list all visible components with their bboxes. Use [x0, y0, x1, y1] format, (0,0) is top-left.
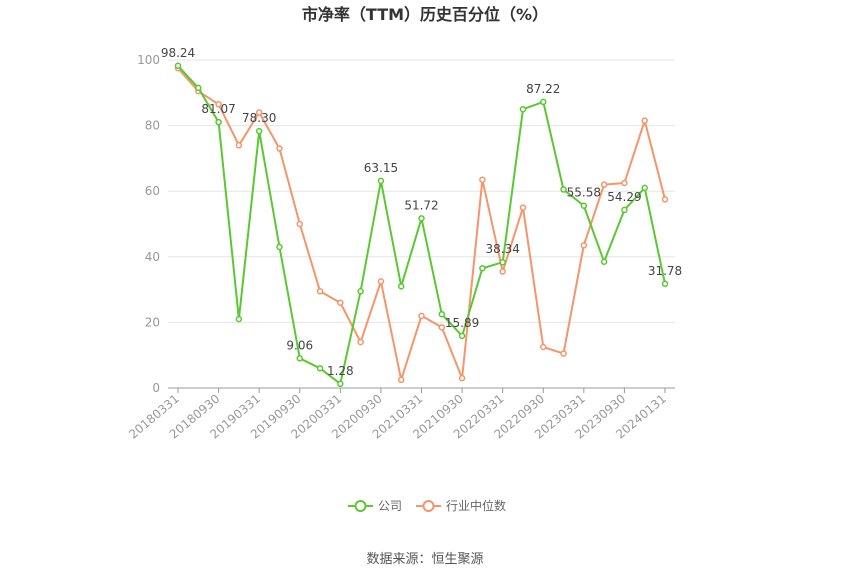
data-point [580, 242, 588, 249]
data-point [661, 196, 669, 203]
data-point [641, 117, 648, 124]
data-labels: 98.24 81.07 78.30 9.06 1.28 63.15 51.72 15.89 38… [161, 46, 682, 378]
data-label: 81.07 [201, 102, 235, 116]
data-point [377, 177, 385, 185]
data-point [235, 142, 243, 149]
data-point [661, 280, 669, 288]
data-label: 31.78 [648, 264, 682, 278]
data-point [560, 186, 567, 193]
data-point [519, 105, 527, 113]
chart-source: 数据来源：恒生聚源 [366, 552, 483, 567]
data-point [195, 84, 202, 92]
data-label: 63.15 [364, 161, 398, 175]
series-layer [174, 62, 669, 388]
data-point [641, 184, 648, 192]
data-point [458, 332, 466, 340]
data-label: 87.22 [526, 82, 560, 96]
data-point [397, 376, 405, 384]
data-point [215, 101, 222, 108]
data-label: 78.30 [242, 111, 276, 125]
data-point [235, 315, 243, 323]
data-point [499, 268, 506, 275]
data-point [519, 204, 527, 211]
data-point [438, 310, 446, 318]
y-tick-label: 20 [145, 315, 160, 329]
data-point [215, 118, 222, 126]
data-point [540, 343, 547, 351]
data-point [458, 374, 466, 382]
data-label: 15.89 [445, 316, 479, 330]
data-point [621, 179, 628, 187]
data-label: 55.58 [567, 186, 601, 200]
data-point [600, 258, 608, 265]
data-point [296, 220, 303, 228]
data-point [580, 202, 588, 209]
data-point [418, 215, 425, 222]
data-point [255, 109, 263, 116]
data-point [479, 176, 486, 183]
data-label: 51.72 [404, 198, 438, 212]
data-point [337, 380, 344, 388]
data-label: 38.34 [485, 242, 519, 256]
data-point [276, 243, 283, 251]
legend-label: 公司 [378, 499, 402, 513]
legend-label: 行业中位数 [446, 498, 506, 513]
chart-title: 市净率（TTM）历史百分位（%） [302, 5, 548, 24]
data-point [316, 287, 324, 295]
data-label: 1.28 [327, 364, 354, 378]
data-point [255, 127, 263, 135]
data-point [377, 278, 385, 285]
y-tick-label: 80 [145, 119, 160, 133]
data-point [296, 355, 303, 362]
data-point [397, 283, 405, 290]
legend-marker [354, 500, 367, 512]
y-tick-label: 40 [145, 250, 160, 264]
data-point [316, 365, 324, 372]
data-point [418, 312, 425, 320]
data-label: 54.29 [607, 190, 641, 204]
data-point [600, 181, 608, 188]
data-point [357, 287, 364, 295]
y-tick-label: 0 [152, 381, 160, 395]
data-point [540, 98, 547, 106]
data-point [276, 145, 283, 152]
legend: 公司 行业中位数 [348, 498, 506, 513]
data-label: 98.24 [161, 46, 195, 60]
data-point [337, 299, 344, 306]
data-point [560, 350, 567, 357]
data-point [479, 265, 486, 272]
data-label: 9.06 [286, 338, 313, 352]
data-point [438, 324, 446, 331]
legend-marker [422, 500, 435, 512]
data-point [174, 62, 182, 70]
data-point [499, 258, 506, 266]
data-point [621, 206, 628, 214]
y-tick-label: 60 [145, 184, 160, 198]
y-tick-label: 100 [137, 53, 160, 67]
data-point [357, 338, 364, 346]
